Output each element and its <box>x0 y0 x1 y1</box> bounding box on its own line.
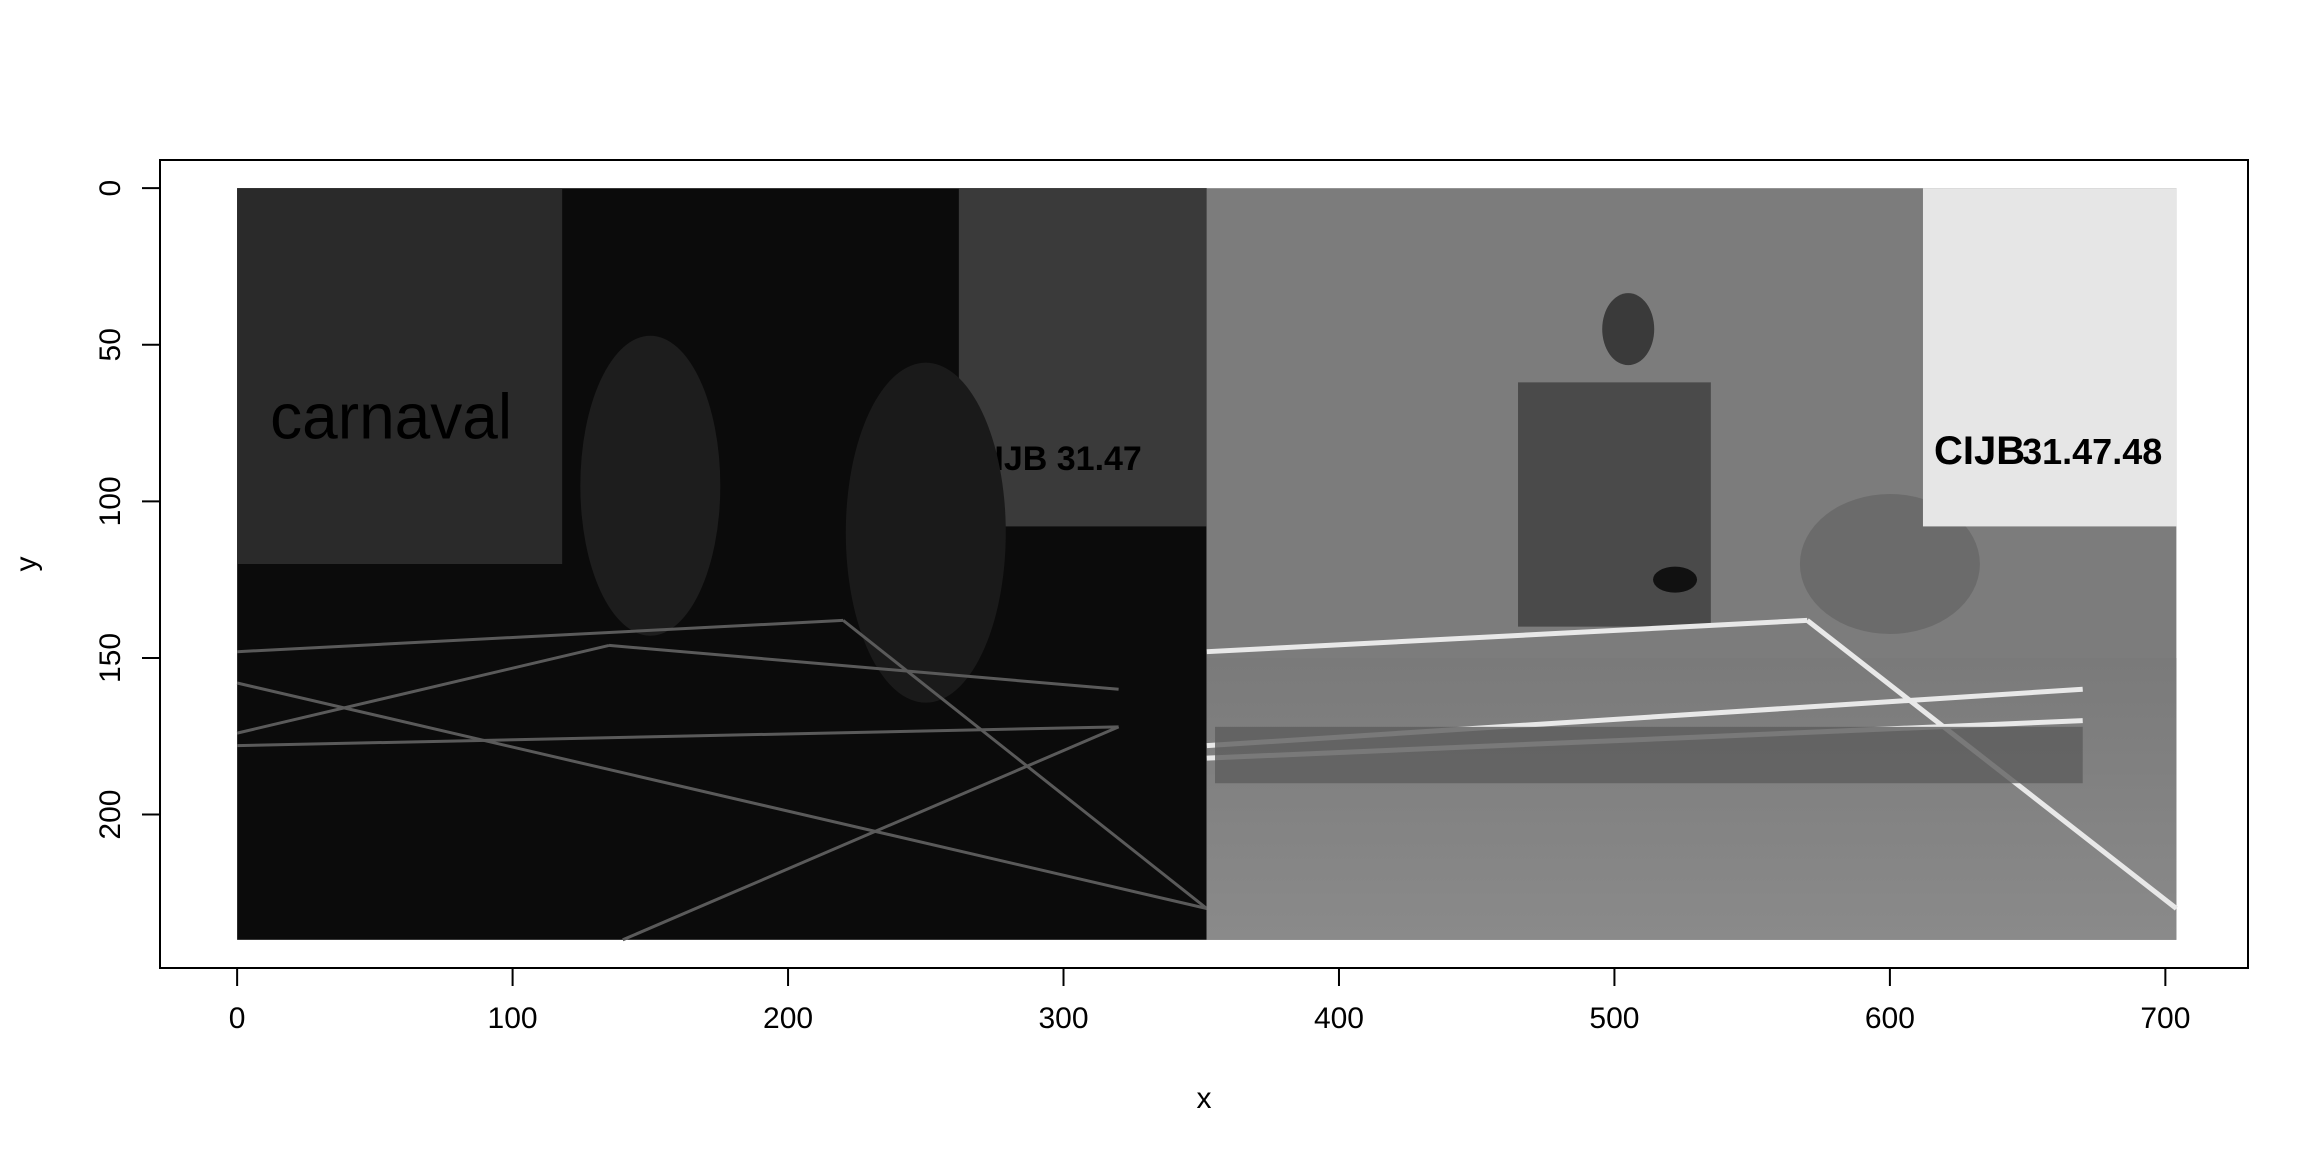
dark-player-silhouette-2 <box>846 363 1006 703</box>
dark-frame-difference-panel: carnaval CIJB 31.47 <box>237 188 1207 940</box>
gray-poster <box>1923 188 2176 526</box>
x-tick-label: 600 <box>1865 1002 1915 1035</box>
x-tick-label: 200 <box>763 1002 813 1035</box>
x-tick-label: 400 <box>1314 1002 1364 1035</box>
gray-poster-phone: 31.47.48 <box>2022 431 2162 472</box>
dark-player-silhouette-1 <box>580 336 720 636</box>
y-tick-label: 150 <box>94 633 127 683</box>
x-tick-label: 500 <box>1589 1002 1639 1035</box>
raster-image: carnaval CIJB 31.47 CIJB 31.47.48 <box>237 188 2176 940</box>
player-head <box>1602 293 1654 365</box>
y-tick-label: 100 <box>94 476 127 526</box>
x-tick-label: 700 <box>2140 1002 2190 1035</box>
y-tick-label: 0 <box>94 180 127 197</box>
gray-table-floor <box>1207 658 2177 940</box>
table-net <box>1215 727 2083 783</box>
dark-left-poster <box>237 188 562 564</box>
gray-poster-text: CIJB <box>1934 429 2025 473</box>
y-tick-label: 200 <box>94 790 127 840</box>
table-tennis-frame-panel: CIJB 31.47.48 <box>1207 188 2177 940</box>
dark-left-poster-text: carnaval <box>270 381 512 453</box>
y-tick-label: 50 <box>94 328 127 361</box>
x-tick-label: 300 <box>1038 1002 1088 1035</box>
y-axis-label: y <box>10 557 43 572</box>
player-paddle <box>1653 567 1697 593</box>
x-tick-label: 100 <box>488 1002 538 1035</box>
x-tick-label: 0 <box>229 1002 246 1035</box>
x-axis: 0 100 200 300 400 500 600 700 <box>229 968 2191 1035</box>
x-axis-label: x <box>1197 1082 1212 1115</box>
y-axis: 0 50 100 150 200 <box>94 180 160 840</box>
